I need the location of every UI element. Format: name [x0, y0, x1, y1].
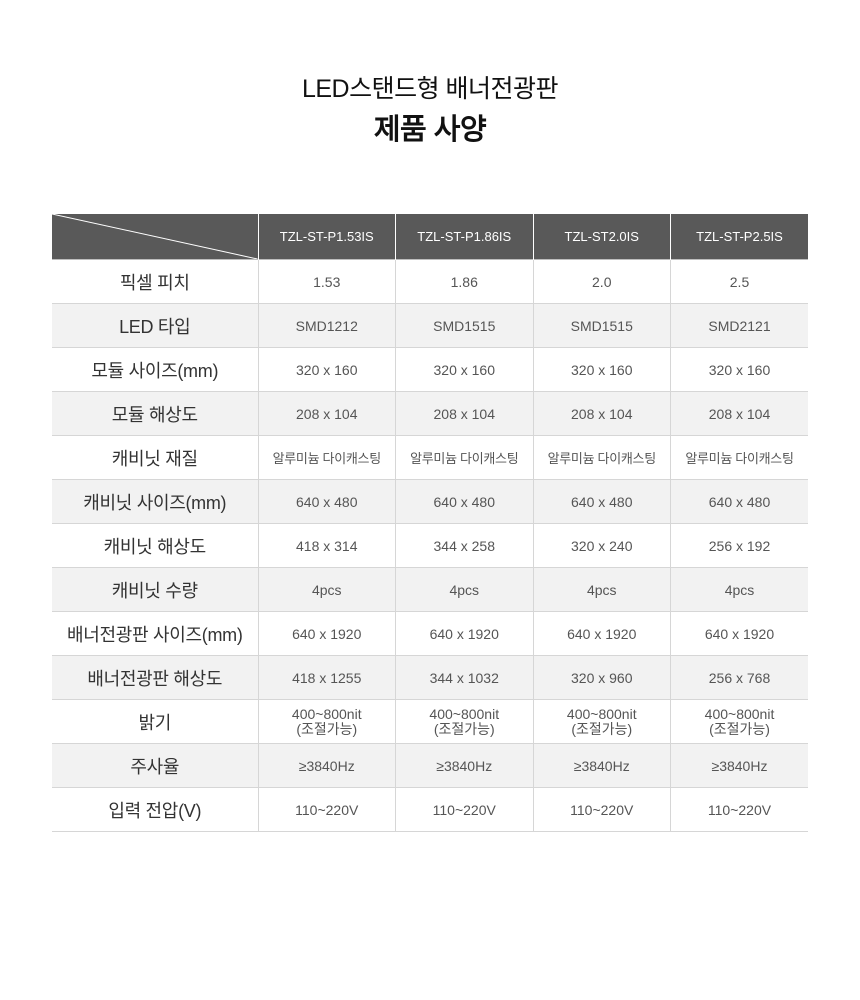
row-label: 캐비닛 사이즈(mm)	[52, 479, 258, 524]
spec-value: 418 x 314	[257, 523, 396, 568]
spec-value: 1.86	[395, 259, 533, 304]
spec-value: 110~220V	[395, 787, 533, 832]
spec-row-led-type: LED 타입 SMD1212 SMD1515 SMD1515 SMD2121	[52, 303, 808, 348]
spec-row-input-voltage: 입력 전압(V) 110~220V 110~220V 110~220V 110~…	[52, 787, 808, 832]
spec-value: ≥3840Hz	[395, 743, 533, 788]
row-label: 밝기	[52, 699, 258, 744]
spec-row-cabinet-material: 캐비닛 재질 알루미늄 다이캐스팅 알루미늄 다이캐스팅 알루미늄 다이캐스팅 …	[52, 435, 808, 480]
row-label: LED 타입	[52, 303, 258, 348]
spec-value: 208 x 104	[257, 391, 396, 436]
brightness-range: 400~800nit	[291, 705, 362, 722]
spec-value: 320 x 240	[532, 523, 671, 568]
row-label: 캐비닛 수량	[52, 567, 258, 612]
model-header: TZL-ST2.0IS	[532, 214, 671, 260]
row-label: 캐비닛 해상도	[52, 523, 258, 568]
page-subtitle: LED스탠드형 배너전광판	[301, 75, 559, 103]
diagonal-divider	[52, 214, 258, 259]
spec-row-banner-size: 배너전광판 사이즈(mm) 640 x 1920 640 x 1920 640 …	[52, 611, 808, 656]
spec-value: 400~800nit (조절가능)	[395, 699, 533, 744]
spec-value: 208 x 104	[395, 391, 533, 436]
brightness-range: 400~800nit	[429, 705, 500, 722]
spec-value: 400~800nit (조절가능)	[532, 699, 671, 744]
model-header: TZL-ST-P2.5IS	[670, 214, 808, 260]
spec-value: 110~220V	[670, 787, 808, 832]
spec-value: 320 x 160	[670, 347, 808, 392]
spec-value: 256 x 768	[670, 655, 808, 700]
row-label: 입력 전압(V)	[52, 787, 258, 832]
brightness-range: 400~800nit	[704, 705, 775, 722]
spec-value: 400~800nit (조절가능)	[670, 699, 808, 744]
row-label: 배너전광판 사이즈(mm)	[52, 611, 258, 656]
spec-row-refresh-rate: 주사율 ≥3840Hz ≥3840Hz ≥3840Hz ≥3840Hz	[52, 743, 808, 788]
spec-value: 400~800nit (조절가능)	[257, 699, 396, 744]
spec-value: 4pcs	[532, 567, 671, 612]
spec-value: 320 x 160	[257, 347, 396, 392]
spec-row-cabinet-quantity: 캐비닛 수량 4pcs 4pcs 4pcs 4pcs	[52, 567, 808, 612]
spec-value: 320 x 160	[395, 347, 533, 392]
spec-value: SMD2121	[670, 303, 808, 348]
brightness-range: 400~800nit	[566, 705, 637, 722]
spec-row-cabinet-resolution: 캐비닛 해상도 418 x 314 344 x 258 320 x 240 25…	[52, 523, 808, 568]
brightness-note: (조절가능)	[433, 720, 495, 737]
spec-value: 344 x 1032	[395, 655, 533, 700]
spec-value: ≥3840Hz	[670, 743, 808, 788]
spec-header-row: TZL-ST-P1.53IS TZL-ST-P1.86IS TZL-ST2.0I…	[52, 214, 808, 260]
row-label: 주사율	[52, 743, 258, 788]
spec-value: 208 x 104	[670, 391, 808, 436]
page-title: 제품 사양	[373, 114, 487, 146]
spec-value: 알루미늄 다이캐스팅	[395, 435, 533, 480]
model-header: TZL-ST-P1.86IS	[395, 214, 533, 260]
spec-value: 640 x 1920	[532, 611, 671, 656]
spec-value: 1.53	[257, 259, 396, 304]
spec-value: SMD1515	[395, 303, 533, 348]
spec-value: 2.0	[532, 259, 671, 304]
spec-row-brightness: 밝기 400~800nit (조절가능) 400~800nit (조절가능) 4…	[52, 699, 808, 744]
spec-value: 418 x 1255	[257, 655, 396, 700]
spec-value: 알루미늄 다이캐스팅	[257, 435, 396, 480]
spec-row-module-resolution: 모듈 해상도 208 x 104 208 x 104 208 x 104 208…	[52, 391, 808, 436]
spec-value: ≥3840Hz	[257, 743, 396, 788]
spec-value: 4pcs	[395, 567, 533, 612]
spec-value: 256 x 192	[670, 523, 808, 568]
spec-value: 알루미늄 다이캐스팅	[532, 435, 671, 480]
spec-value: 344 x 258	[395, 523, 533, 568]
spec-value: 208 x 104	[532, 391, 671, 436]
brightness-note: (조절가능)	[296, 720, 358, 737]
spec-value: 2.5	[670, 259, 808, 304]
spec-value: 110~220V	[532, 787, 671, 832]
spec-value: 4pcs	[257, 567, 396, 612]
spec-value: 640 x 1920	[395, 611, 533, 656]
spec-row-pixel-pitch: 픽셀 피치 1.53 1.86 2.0 2.5	[52, 259, 808, 304]
spec-value: 110~220V	[257, 787, 396, 832]
brightness-note: (조절가능)	[571, 720, 633, 737]
spec-value: 320 x 960	[532, 655, 671, 700]
spec-table: TZL-ST-P1.53IS TZL-ST-P1.86IS TZL-ST2.0I…	[52, 214, 808, 832]
row-label: 픽셀 피치	[52, 259, 258, 304]
spec-value: 320 x 160	[532, 347, 671, 392]
spec-row-banner-resolution: 배너전광판 해상도 418 x 1255 344 x 1032 320 x 96…	[52, 655, 808, 700]
model-header: TZL-ST-P1.53IS	[257, 214, 396, 260]
spec-value: 4pcs	[670, 567, 808, 612]
corner-cell	[52, 214, 258, 260]
brightness-note: (조절가능)	[709, 720, 770, 737]
spec-value: 알루미늄 다이캐스팅	[670, 435, 808, 480]
spec-value: 640 x 1920	[257, 611, 396, 656]
row-label: 캐비닛 재질	[52, 435, 258, 480]
spec-value: 640 x 480	[395, 479, 533, 524]
spec-value: SMD1212	[257, 303, 396, 348]
spec-value: 640 x 480	[257, 479, 396, 524]
row-label: 모듈 해상도	[52, 391, 258, 436]
spec-value: 640 x 1920	[670, 611, 808, 656]
spec-row-cabinet-size: 캐비닛 사이즈(mm) 640 x 480 640 x 480 640 x 48…	[52, 479, 808, 524]
spec-row-module-size: 모듈 사이즈(mm) 320 x 160 320 x 160 320 x 160…	[52, 347, 808, 392]
spec-value: SMD1515	[532, 303, 671, 348]
spec-value: 640 x 480	[532, 479, 671, 524]
spec-value: 640 x 480	[670, 479, 808, 524]
row-label: 모듈 사이즈(mm)	[52, 347, 258, 392]
row-label: 배너전광판 해상도	[52, 655, 258, 700]
spec-value: ≥3840Hz	[532, 743, 671, 788]
